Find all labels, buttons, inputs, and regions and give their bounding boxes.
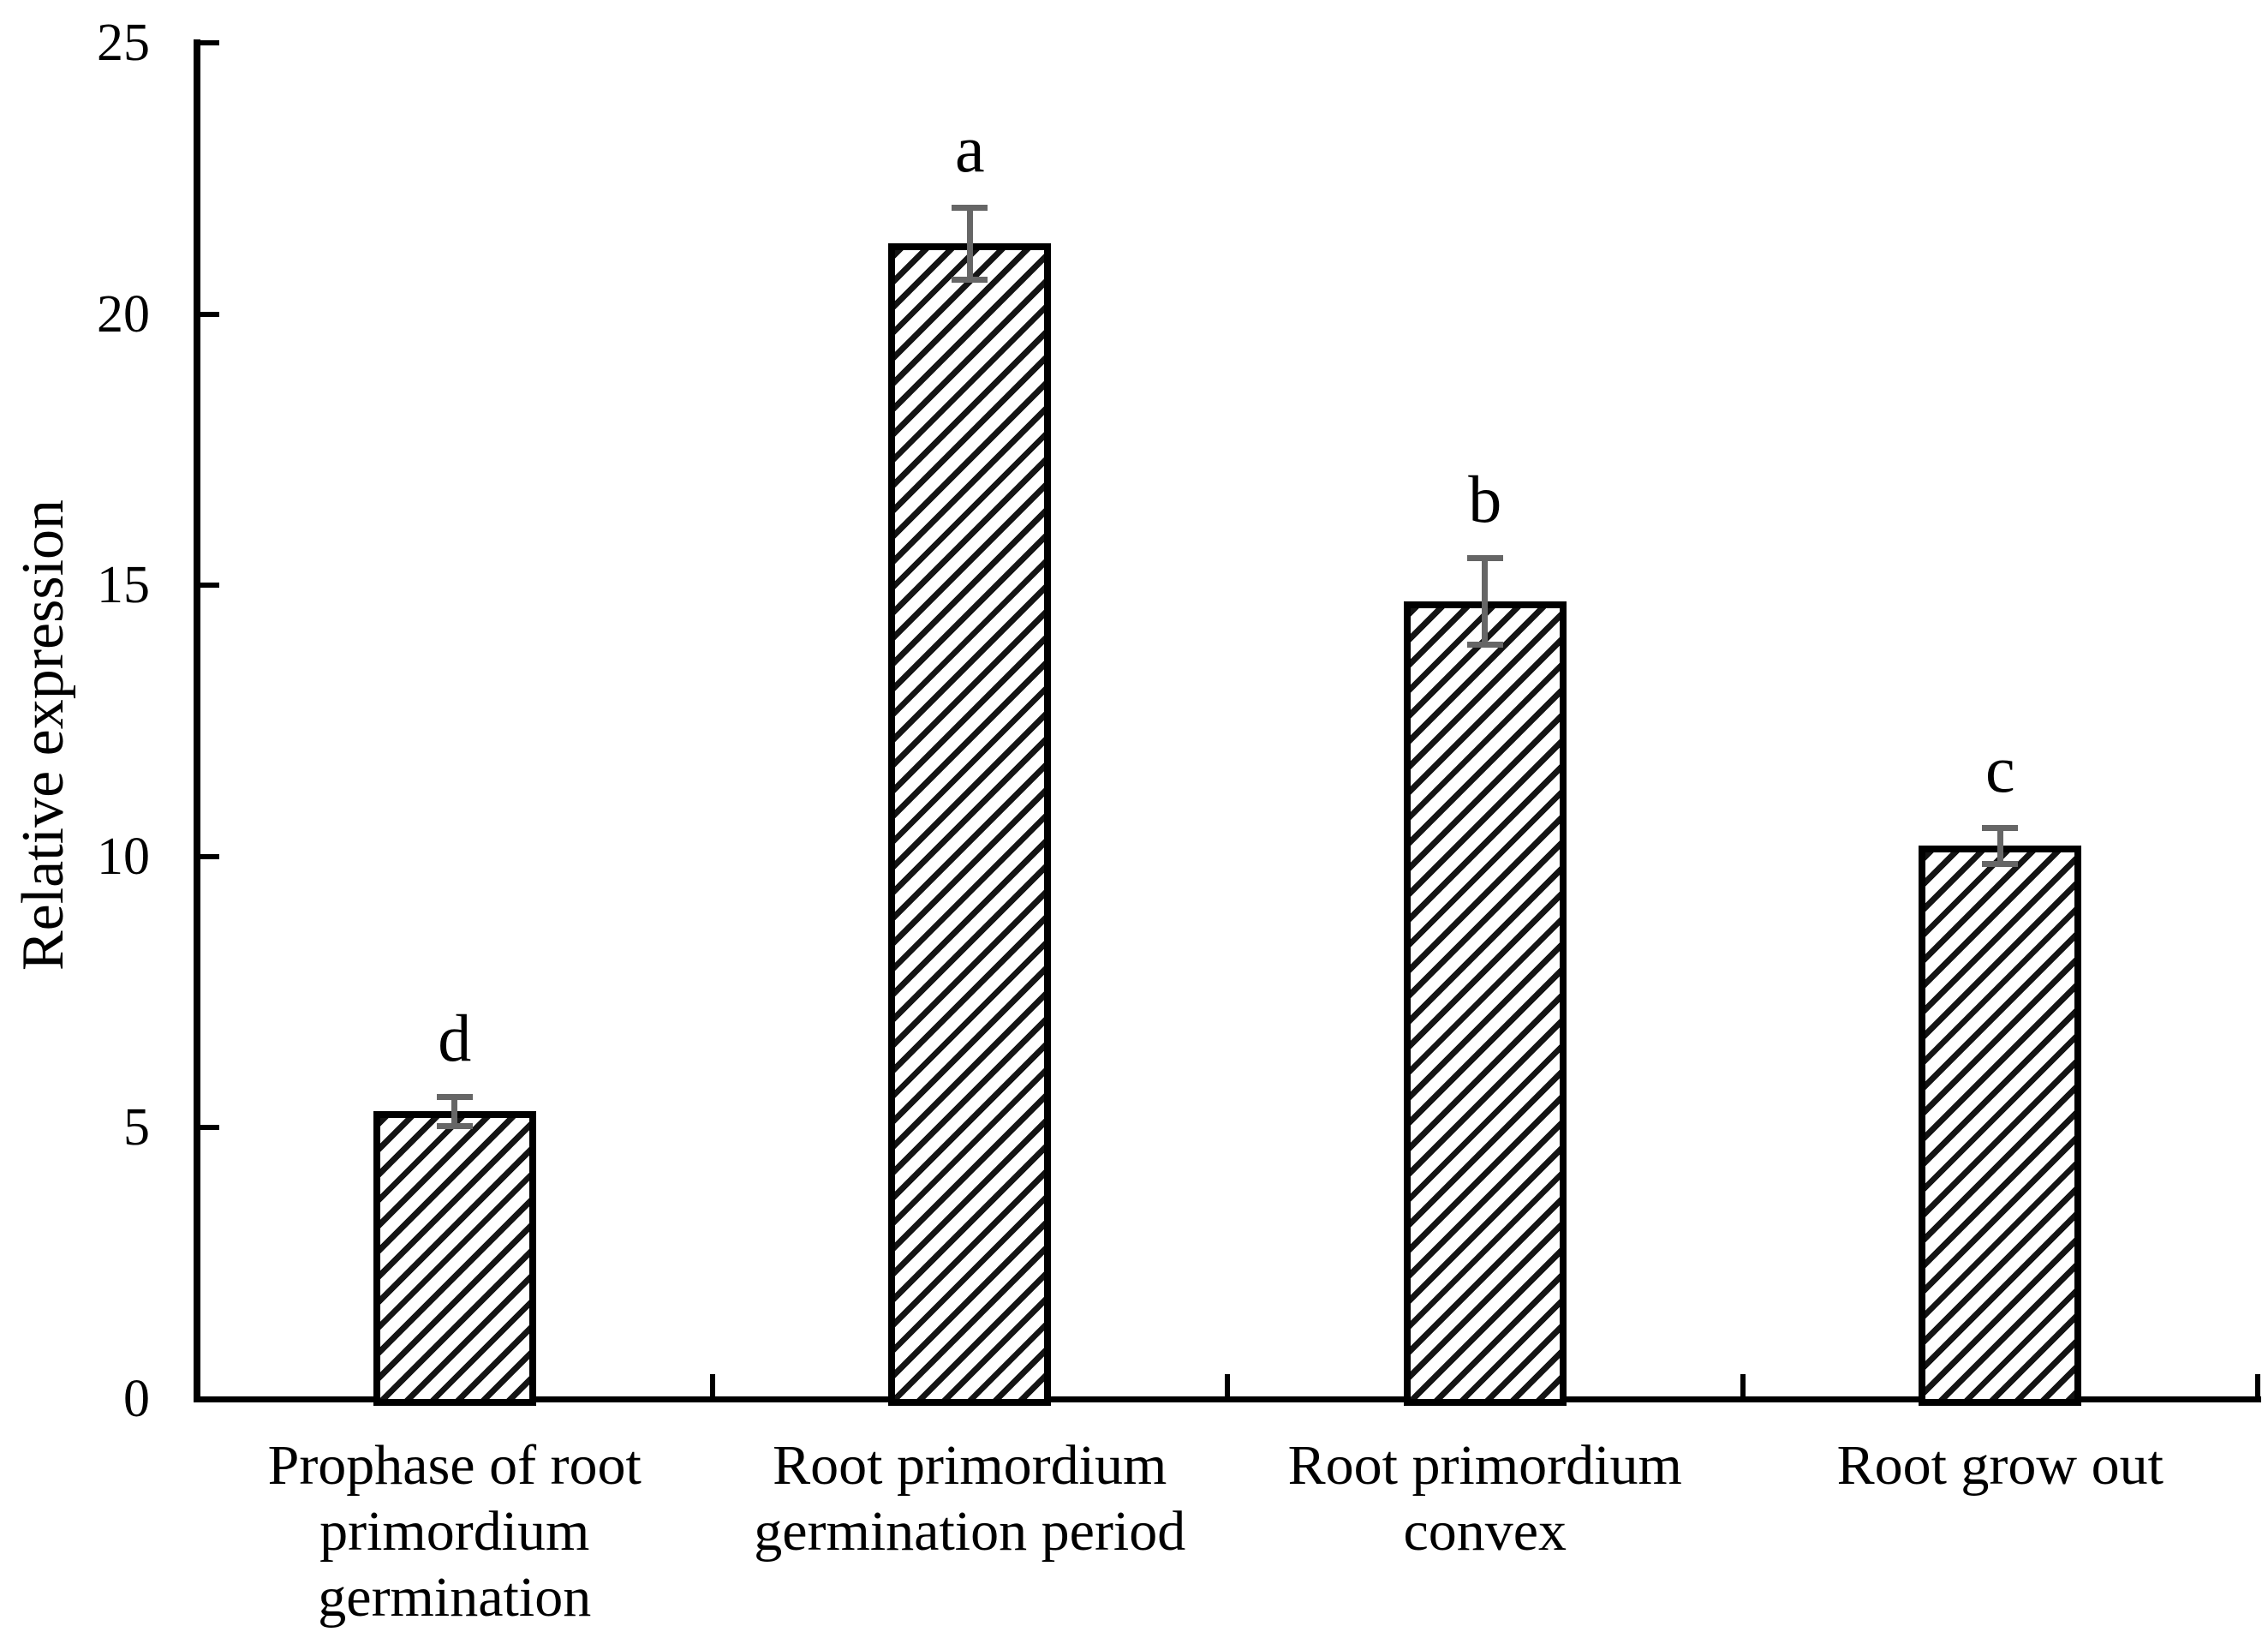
error-bar-line — [451, 1097, 458, 1127]
y-tick-mark — [198, 40, 219, 45]
error-bar-top-cap — [1982, 824, 2019, 831]
label-line: Root grow out — [1836, 1434, 2164, 1497]
x-category-label-convex: Root primordium convex — [1185, 1432, 1785, 1564]
error-bar-line — [1482, 557, 1489, 646]
error-bar-bottom-cap — [1982, 860, 2019, 867]
y-axis-title: Relative expression — [10, 499, 76, 971]
error-bar-top-cap — [1466, 554, 1503, 561]
x-category-label-prophase: Prophase of root primordium germination — [155, 1432, 755, 1630]
significance-letter: b — [1468, 461, 1502, 536]
error-bar-top-cap — [952, 204, 988, 211]
x-axis-line — [194, 1396, 2261, 1402]
y-tick-mark — [198, 853, 219, 859]
label-line: primordium — [319, 1500, 590, 1563]
y-tick-label-15: 15 — [97, 556, 150, 615]
significance-letter: a — [954, 111, 985, 186]
label-line: Root primordium — [773, 1434, 1167, 1497]
bar-convex — [1403, 601, 1567, 1406]
error-bar-bottom-cap — [952, 276, 988, 283]
y-tick-label-10: 10 — [97, 827, 150, 886]
x-tick-mark — [1225, 1374, 1230, 1396]
y-tick-label-5: 5 — [123, 1098, 150, 1157]
x-tick-mark — [2255, 1374, 2260, 1396]
label-line: Prophase of root — [267, 1434, 642, 1497]
label-line: Root primordium — [1287, 1434, 1682, 1497]
y-tick-mark — [198, 311, 219, 317]
error-bar-top-cap — [436, 1094, 473, 1101]
error-bar-line — [1996, 827, 2003, 864]
bar-germination-period — [888, 243, 1052, 1406]
error-bar-bottom-cap — [1466, 642, 1503, 649]
label-line: convex — [1403, 1500, 1567, 1563]
bar-prophase — [373, 1111, 536, 1406]
error-bar-bottom-cap — [436, 1122, 473, 1129]
y-tick-label-0: 0 — [123, 1370, 150, 1428]
x-category-label-germination-period: Root primordium germination period — [670, 1432, 1269, 1564]
y-axis-line — [194, 39, 200, 1402]
y-tick-mark — [198, 1125, 219, 1131]
label-line: germination period — [754, 1500, 1186, 1563]
error-bar-line — [966, 206, 973, 280]
x-tick-mark — [1740, 1374, 1746, 1396]
x-tick-mark — [709, 1374, 715, 1396]
bar-root-grow-out — [1919, 846, 2082, 1406]
significance-letter: d — [438, 1001, 472, 1076]
y-tick-label-20: 20 — [97, 284, 150, 344]
label-line: germination — [318, 1566, 592, 1629]
significance-letter: c — [1984, 731, 2015, 806]
y-tick-mark — [198, 583, 219, 589]
y-tick-label-25: 25 — [97, 14, 150, 72]
x-category-label-root-grow-out: Root grow out — [1700, 1432, 2268, 1498]
